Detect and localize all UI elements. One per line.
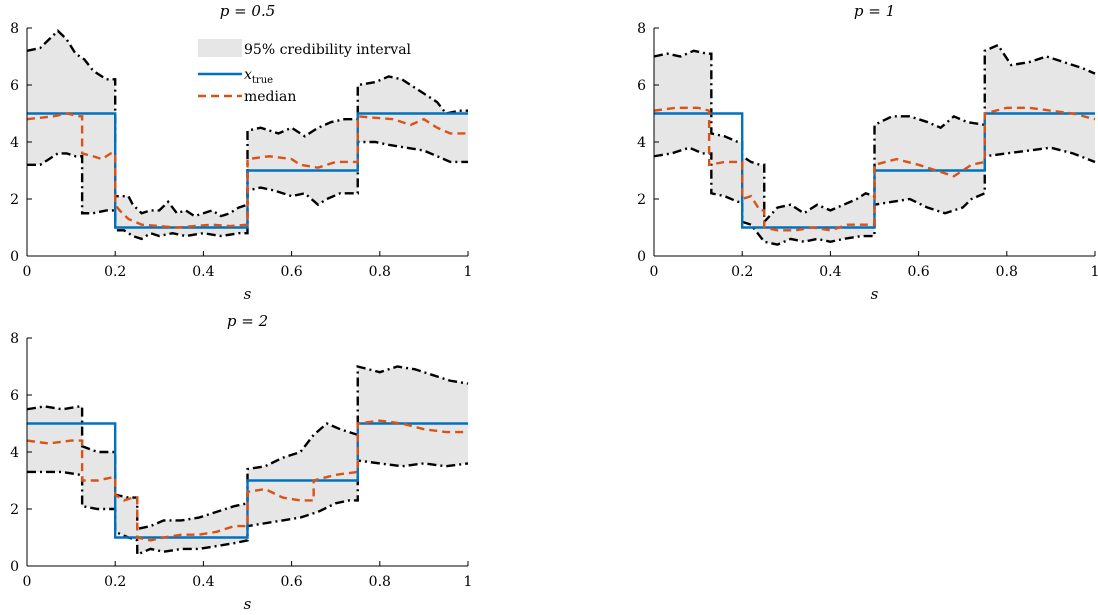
panel-p-0.5: 0 0.2 0.4 0.6 0.8 1 0 2 4 6 8 p = 0.5 s bbox=[10, 2, 472, 303]
y-tick-label: 6 bbox=[637, 78, 646, 94]
x-tick-label: 1 bbox=[1091, 264, 1098, 280]
y-tick-label: 8 bbox=[637, 21, 646, 37]
x-axis-label: s bbox=[244, 595, 252, 613]
x-axis-label: s bbox=[244, 285, 252, 303]
y-tick-label: 0 bbox=[10, 559, 19, 575]
median-line bbox=[653, 106, 1096, 232]
legend-label-true-main: x bbox=[244, 67, 252, 83]
y-tick-label: 8 bbox=[10, 331, 19, 347]
x-tick-label: 0.4 bbox=[192, 574, 214, 590]
y-tick-label: 6 bbox=[10, 78, 19, 94]
legend-label-true-sub: true bbox=[252, 75, 273, 86]
y-tick-label: 0 bbox=[637, 249, 646, 265]
x-tick-label: 0.6 bbox=[280, 264, 302, 280]
x-tick-label: 0.2 bbox=[731, 264, 753, 280]
upper-bound-line bbox=[653, 43, 1096, 225]
y-tick-label: 0 bbox=[10, 249, 19, 265]
y-tick-label: 4 bbox=[10, 445, 19, 461]
y-tick-label: 8 bbox=[10, 21, 19, 37]
legend-label-true: xtrue bbox=[244, 67, 273, 86]
panel-p-1: 0 0.2 0.4 0.6 0.8 1 0 2 4 6 8 p = 1 s bbox=[637, 2, 1098, 303]
panel-p-2: 0 0.2 0.4 0.6 0.8 1 0 2 4 6 8 p = 2 s bbox=[10, 312, 472, 613]
median-line bbox=[26, 112, 468, 229]
legend: 95% credibility interval xtrue median bbox=[198, 39, 412, 105]
lower-bound-line bbox=[653, 146, 1096, 246]
x-tick-label: 0.2 bbox=[104, 574, 126, 590]
panel-title: p = 0.5 bbox=[220, 2, 276, 20]
legend-label-median: median bbox=[244, 89, 296, 105]
upper-bound-line bbox=[26, 364, 469, 531]
x-tick-label: 1 bbox=[464, 264, 473, 280]
legend-label-interval: 95% credibility interval bbox=[244, 42, 412, 58]
y-tick-label: 4 bbox=[637, 135, 646, 151]
y-tick-label: 2 bbox=[10, 502, 19, 518]
x-tick-label: 0 bbox=[23, 264, 32, 280]
x-tick-label: 0.8 bbox=[369, 264, 391, 280]
y-tick-label: 2 bbox=[10, 192, 19, 208]
panel-title: p = 1 bbox=[854, 2, 895, 20]
x-tick-label: 0.2 bbox=[104, 264, 126, 280]
y-tick-label: 4 bbox=[10, 135, 19, 151]
x-axis-label: s bbox=[871, 285, 879, 303]
x-tick-label: 0.8 bbox=[369, 574, 391, 590]
x-tick-label: 0.6 bbox=[280, 574, 302, 590]
x-tick-label: 0.6 bbox=[907, 264, 929, 280]
median-line bbox=[26, 419, 468, 542]
x-tick-label: 0.4 bbox=[819, 264, 841, 280]
y-tick-label: 6 bbox=[10, 388, 19, 404]
x-tick-label: 0.4 bbox=[192, 264, 214, 280]
x-tick-label: 1 bbox=[464, 574, 473, 590]
legend-swatch-interval bbox=[198, 39, 242, 57]
panel-title: p = 2 bbox=[227, 312, 268, 330]
x-tick-label: 0 bbox=[650, 264, 659, 280]
upper-bound-line bbox=[26, 29, 468, 218]
y-tick-label: 2 bbox=[637, 192, 646, 208]
x-tick-label: 0.8 bbox=[996, 264, 1018, 280]
lower-bound-line bbox=[27, 140, 468, 241]
x-tick-label: 0 bbox=[23, 574, 32, 590]
